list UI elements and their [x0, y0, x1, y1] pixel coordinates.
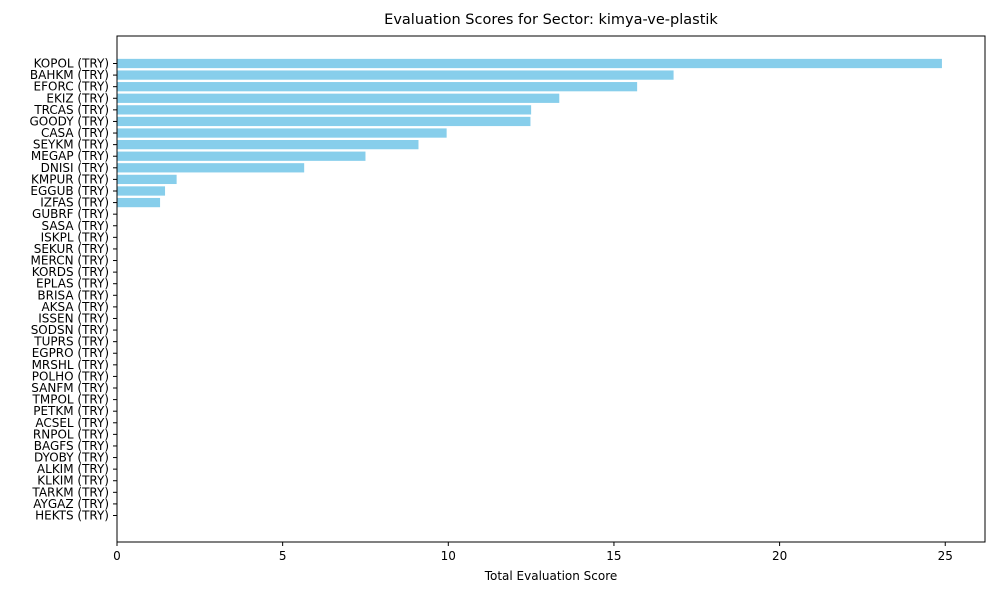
y-tick-label: ISKPL (TRY) — [41, 230, 109, 244]
x-tick-label: 5 — [279, 549, 287, 563]
y-tick-label: EPLAS (TRY) — [36, 277, 109, 291]
y-tick-label: SANFM (TRY) — [31, 381, 109, 395]
bar — [117, 197, 161, 208]
x-axis-ticks: 0 5 10 15 20 25 — [113, 542, 953, 563]
bar — [117, 174, 177, 185]
y-tick-label: AKSA (TRY) — [41, 300, 109, 314]
bar — [117, 105, 532, 115]
y-tick-label: SEKUR (TRY) — [34, 242, 109, 256]
x-tick-label: 0 — [113, 549, 121, 563]
bar — [117, 139, 419, 150]
y-tick-label: KOPOL (TRY) — [34, 57, 109, 71]
y-tick-label: SEYKM (TRY) — [33, 138, 109, 152]
y-tick-label: MEGAP (TRY) — [31, 149, 109, 163]
y-tick-label: GOODY (TRY) — [29, 114, 109, 128]
x-tick-label: 20 — [772, 549, 787, 563]
bar — [117, 163, 305, 173]
y-tick-label: ACSEL (TRY) — [35, 416, 109, 430]
y-tick-label: HEKTS (TRY) — [35, 509, 109, 523]
y-tick-label: DYOBY (TRY) — [34, 451, 109, 465]
y-tick-label: BAGFS (TRY) — [34, 439, 109, 453]
bar — [117, 151, 366, 161]
y-tick-label: KLKIM (TRY) — [37, 474, 109, 488]
y-tick-label: AYGAZ (TRY) — [33, 497, 109, 511]
y-tick-label: TUPRS (TRY) — [33, 335, 109, 349]
bar — [117, 186, 166, 196]
y-tick-label: TMPOL (TRY) — [32, 393, 109, 407]
y-tick-label: EKIZ (TRY) — [46, 91, 109, 105]
y-tick-label: BAHKM (TRY) — [30, 68, 109, 82]
bars-group — [117, 58, 942, 208]
y-tick-label: KORDS (TRY) — [32, 265, 109, 279]
y-tick-label: DNISI (TRY) — [41, 161, 109, 175]
y-tick-label: POLHO (TRY) — [32, 369, 109, 383]
y-tick-label: PETKM (TRY) — [33, 404, 109, 418]
y-tick-label: IZFAS (TRY) — [40, 196, 109, 210]
y-tick-label: SASA (TRY) — [41, 219, 109, 233]
bar — [117, 58, 942, 69]
y-tick-label: EGGUB (TRY) — [30, 184, 109, 198]
chart-title: Evaluation Scores for Sector: kimya-ve-p… — [384, 12, 718, 28]
bar — [117, 70, 674, 80]
x-tick-label: 10 — [441, 549, 456, 563]
bar — [117, 128, 447, 138]
y-tick-label: MRSHL (TRY) — [32, 358, 109, 372]
y-tick-label: SODSN (TRY) — [31, 323, 109, 337]
y-tick-label: TARKM (TRY) — [31, 485, 109, 499]
y-tick-label: RNPOL (TRY) — [33, 427, 109, 441]
x-axis-label: Total Evaluation Score — [484, 569, 618, 583]
bar — [117, 93, 560, 103]
y-tick-label: ALKIM (TRY) — [37, 462, 109, 476]
x-tick-label: 25 — [938, 549, 953, 563]
y-axis-ticks: KOPOL (TRY)BAHKM (TRY)EFORC (TRY)EKIZ (T… — [29, 57, 117, 523]
y-tick-label: ISSEN (TRY) — [38, 311, 109, 325]
plot-frame — [116, 35, 986, 543]
y-tick-label: KMPUR (TRY) — [31, 172, 109, 186]
y-tick-label: BRISA (TRY) — [37, 288, 109, 302]
bar — [117, 82, 638, 92]
y-tick-label: TRCAS (TRY) — [33, 103, 109, 117]
y-tick-label: CASA (TRY) — [41, 126, 109, 140]
y-tick-label: EGPRO (TRY) — [32, 346, 109, 360]
y-tick-label: GUBRF (TRY) — [32, 207, 109, 221]
x-tick-label: 15 — [606, 549, 621, 563]
bar — [117, 116, 531, 127]
y-tick-label: MERCN (TRY) — [31, 254, 109, 268]
y-tick-label: EFORC (TRY) — [34, 80, 109, 94]
